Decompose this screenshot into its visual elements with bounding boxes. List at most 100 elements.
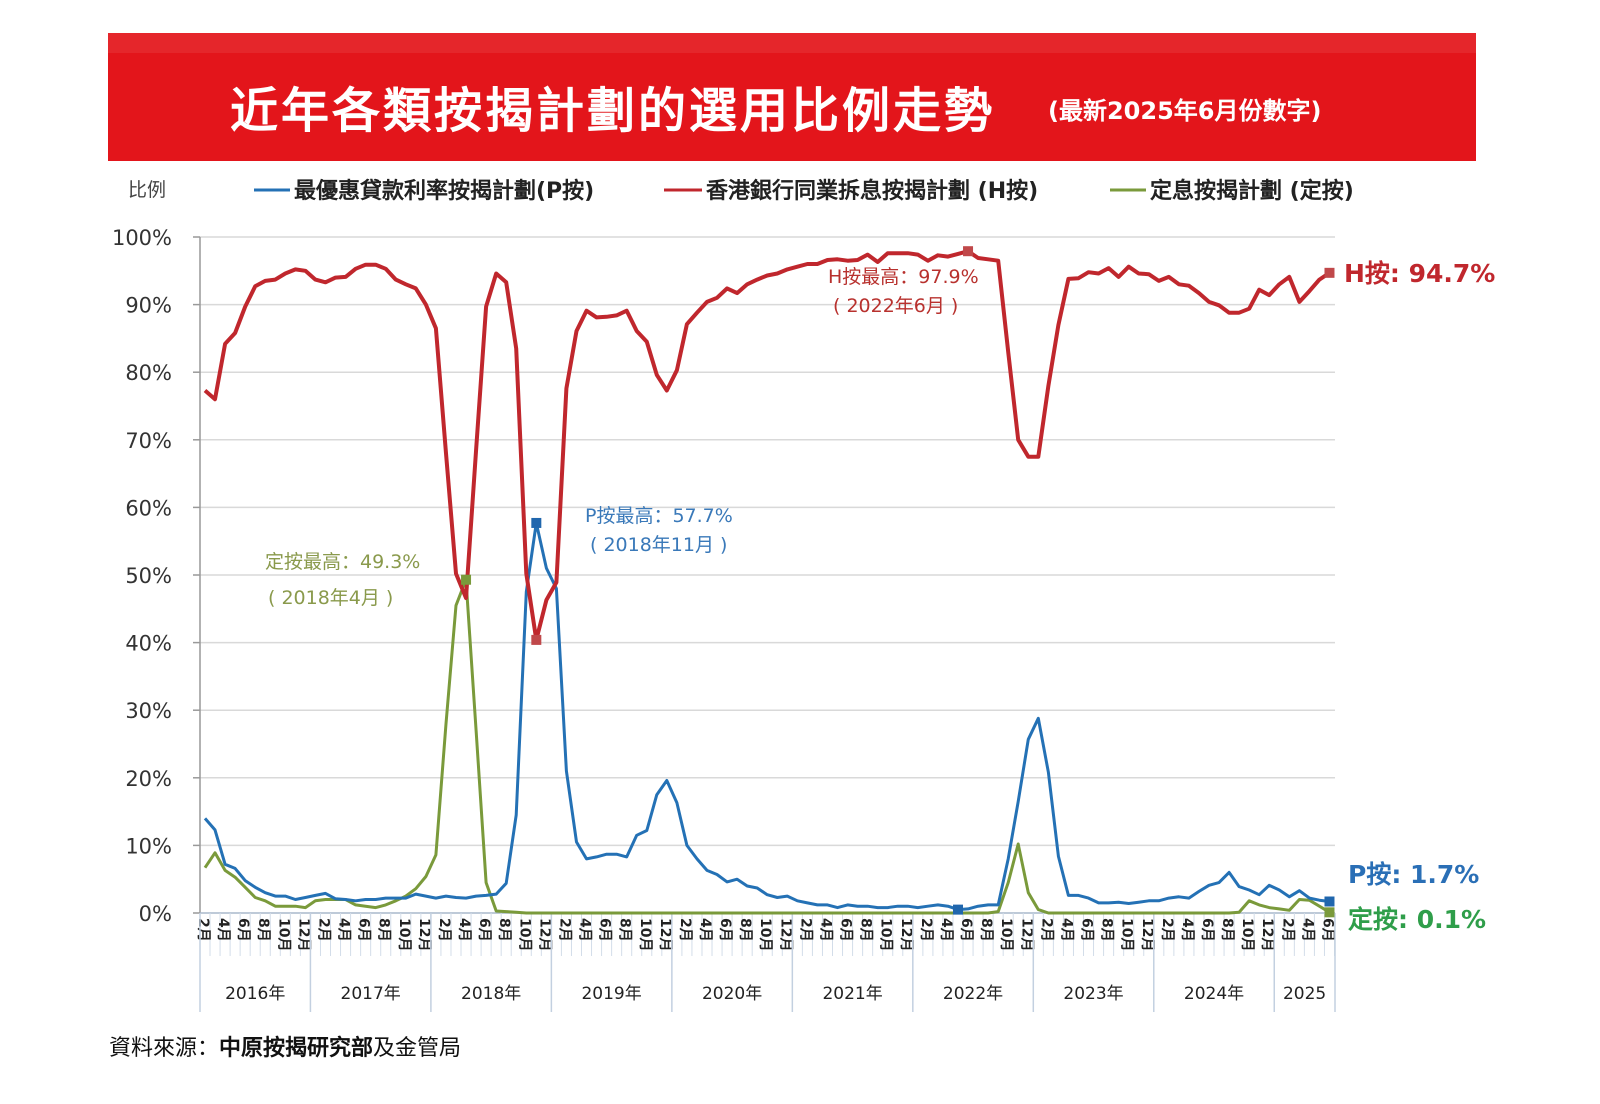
x-tick-label: 2月	[677, 918, 693, 942]
x-tick-label: 12月	[777, 918, 793, 951]
x-tick-label: 8月	[978, 918, 994, 942]
title-banner: 近年各類按揭計劃的選用比例走勢 (最新2025年6月份數字)	[108, 33, 1476, 161]
x-tick-label: 2月	[195, 918, 211, 942]
y-axis-label: 比例	[128, 179, 166, 201]
marker-h	[963, 246, 974, 257]
annotation-fixed-max-value: 定按最高：49.3%	[265, 551, 420, 573]
year-label: 2024年	[1184, 984, 1244, 1004]
legend: 最優惠貸款利率按揭計劃(P按) 香港銀行同業拆息按揭計劃 (H按) 定息按揭計劃…	[254, 178, 1354, 204]
series-lines	[203, 249, 1331, 915]
x-tick-label: 12月	[1018, 918, 1034, 951]
chart-subtitle: (最新2025年6月份數字)	[1048, 97, 1322, 125]
year-label: 2020年	[702, 984, 762, 1004]
annotation-h-max-date: ( 2022年6月 )	[833, 295, 958, 317]
marker-f	[461, 574, 472, 585]
annotation-p-max-value: P按最高：57.7%	[585, 505, 733, 527]
end-label-h: H按: 94.7%	[1344, 259, 1495, 288]
annotation-p-max-date: ( 2018年11月 )	[590, 534, 727, 556]
x-tick-label: 4月	[938, 918, 954, 942]
marker-p	[953, 904, 963, 915]
x-tick-label: 6月	[1199, 918, 1215, 942]
x-tick-label: 4月	[1299, 918, 1315, 942]
legend-label-fixed: 定息按揭計劃 (定按)	[1150, 178, 1354, 204]
x-tick-label: 6月	[356, 918, 372, 942]
x-tick-label: 10月	[516, 918, 532, 951]
x-tick-label: 6月	[958, 918, 974, 942]
x-tick-label: 4月	[577, 918, 593, 942]
x-tick-label: 8月	[376, 918, 392, 942]
y-tick-label: 10%	[125, 834, 172, 858]
x-tick-label: 10月	[396, 918, 412, 951]
x-tick-label: 10月	[998, 918, 1014, 951]
y-tick-label: 0%	[139, 902, 172, 926]
x-tick-label: 10月	[878, 918, 894, 951]
series-line-h	[203, 249, 1331, 642]
year-label: 2022年	[943, 984, 1003, 1004]
x-tick-label: 2月	[797, 918, 813, 942]
x-tick-label: 6月	[476, 918, 492, 942]
year-label: 2025	[1283, 984, 1326, 1004]
x-tick-label: 8月	[496, 918, 512, 942]
x-tick-label: 10月	[637, 918, 653, 951]
series-line-f	[203, 578, 1331, 915]
x-tick-label: 2月	[556, 918, 572, 942]
marker-h	[531, 634, 542, 645]
marker-f	[1324, 907, 1335, 918]
x-tick-label: 10月	[1119, 918, 1135, 951]
x-tick-label: 6月	[838, 918, 854, 942]
y-tick-label: 80%	[125, 361, 172, 385]
year-label: 2017年	[341, 984, 401, 1004]
y-axis-ticks: 0% 10% 20% 30% 40% 50% 60% 70% 80% 90% 100%	[112, 226, 201, 926]
x-tick-label: 2月	[918, 918, 934, 942]
x-tick-label: 2月	[1038, 918, 1054, 942]
x-tick-label: 6月	[1319, 918, 1335, 942]
legend-label-p: 最優惠貸款利率按揭計劃(P按)	[294, 178, 594, 204]
y-tick-label: 30%	[125, 699, 172, 723]
x-tick-label: 8月	[737, 918, 753, 942]
annotation-p-max: P按最高：57.7% ( 2018年11月 )	[585, 505, 733, 556]
x-tick-label: 8月	[617, 918, 633, 942]
end-label-fixed: 定按: 0.1%	[1348, 905, 1486, 934]
x-tick-label: 2月	[436, 918, 452, 942]
x-tick-label: 12月	[295, 918, 311, 951]
x-tick-label: 8月	[858, 918, 874, 942]
source-secondary: 及金管局	[373, 1036, 462, 1061]
legend-item-p: 最優惠貸款利率按揭計劃(P按)	[254, 178, 594, 204]
legend-label-h: 香港銀行同業拆息按揭計劃 (H按)	[706, 178, 1038, 204]
x-axis: 2月 4月 6月 8月 10月 12月 2月 4月 6月 8月 10月 12月 2月 4月 6月 8月 10月 1…	[195, 912, 1336, 1012]
x-tick-label: 2月	[315, 918, 331, 942]
legend-item-fixed: 定息按揭計劃 (定按)	[1110, 178, 1354, 204]
x-tick-label: 6月	[597, 918, 613, 942]
year-label: 2023年	[1063, 984, 1123, 1004]
y-tick-label: 50%	[125, 564, 172, 588]
y-tick-label: 100%	[112, 226, 172, 250]
source-label: 資料來源：	[109, 1036, 220, 1061]
x-tick-label: 12月	[898, 918, 914, 951]
x-tick-label: 8月	[1219, 918, 1235, 942]
x-tick-label: 8月	[255, 918, 271, 942]
marker-h	[1324, 267, 1335, 278]
highlight-markers	[461, 246, 1335, 918]
year-label: 2021年	[822, 984, 882, 1004]
x-tick-label: 10月	[757, 918, 773, 951]
year-label: 2019年	[581, 984, 641, 1004]
x-tick-label: 4月	[1179, 918, 1195, 942]
x-tick-label: 2月	[1279, 918, 1295, 942]
x-tick-label: 4月	[215, 918, 231, 942]
y-tick-label: 90%	[125, 294, 172, 318]
chart-title: 近年各類按揭計劃的選用比例走勢	[230, 83, 996, 139]
y-tick-label: 20%	[125, 767, 172, 791]
x-tick-label: 4月	[336, 918, 352, 942]
marker-p	[531, 517, 542, 528]
source-primary: 中原按揭研究部	[219, 1036, 374, 1061]
annotation-h-max-value: H按最高：97.9%	[828, 266, 979, 288]
y-tick-label: 60%	[125, 496, 172, 520]
x-tick-label: 4月	[456, 918, 472, 942]
year-label: 2016年	[225, 984, 285, 1004]
title-banner-highlight	[108, 33, 1476, 53]
legend-item-h: 香港銀行同業拆息按揭計劃 (H按)	[664, 178, 1038, 204]
y-tick-label: 70%	[125, 429, 172, 453]
x-tick-label: 4月	[1058, 918, 1074, 942]
x-tick-label: 8月	[1099, 918, 1115, 942]
